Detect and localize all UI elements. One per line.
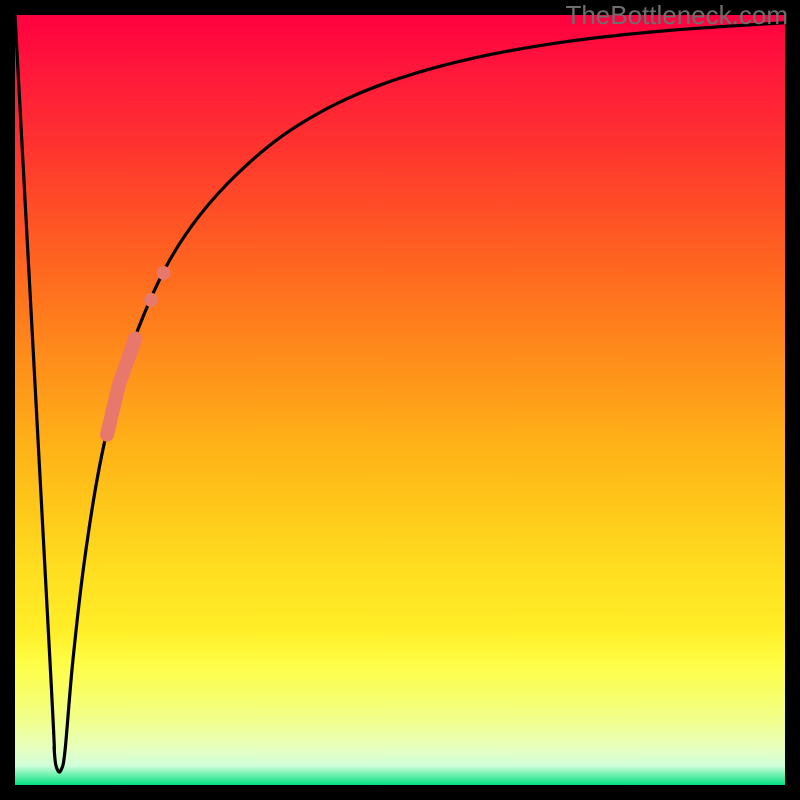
highlight-markers: [15, 15, 785, 785]
chart-frame: TheBottleneck.com: [0, 0, 800, 800]
bottleneck-curve: [15, 15, 785, 785]
watermark-text: TheBottleneck.com: [565, 0, 788, 31]
plot-area: [15, 15, 785, 785]
